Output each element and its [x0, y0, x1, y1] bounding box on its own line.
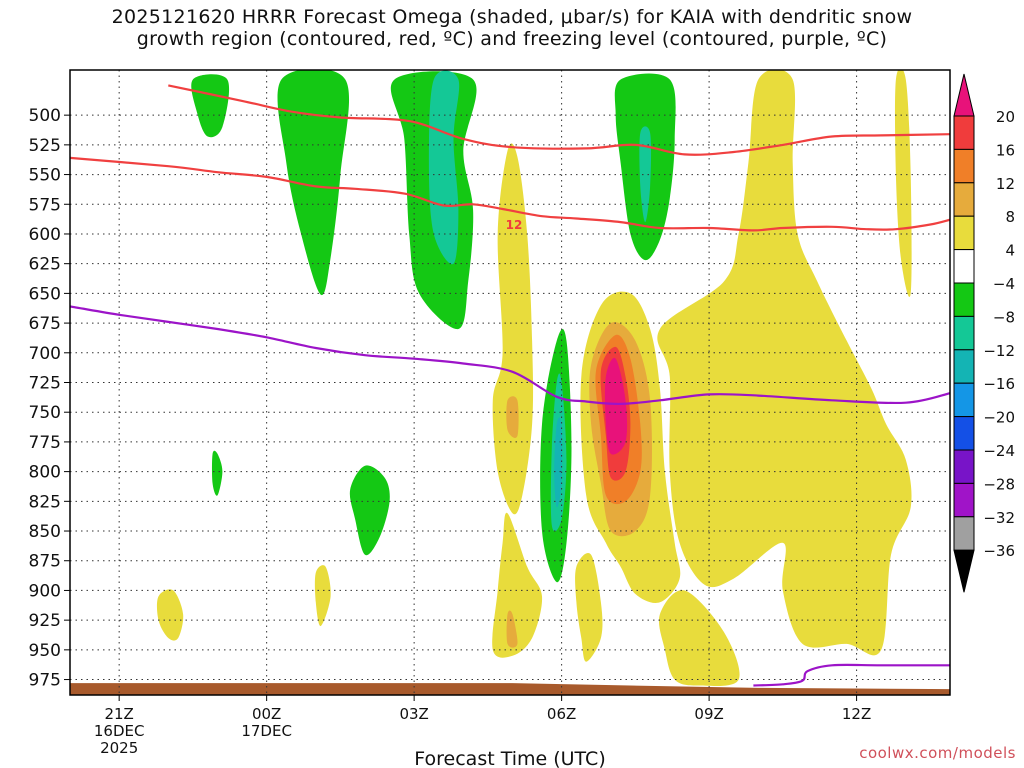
x-tick-label: 00Z	[252, 705, 281, 723]
y-tick-label: 525	[29, 136, 61, 156]
omega-region-11	[894, 70, 912, 297]
x-tick-label: 21Z	[104, 705, 133, 723]
x-tick-label: 06Z	[547, 705, 576, 723]
y-tick-label: 775	[29, 433, 61, 453]
colorbar-band	[953, 416, 975, 451]
colorbar-band	[953, 349, 975, 384]
y-tick-label: 600	[29, 225, 61, 245]
y-tick-label: 675	[29, 314, 61, 334]
colorbar-label: 20	[996, 108, 1015, 126]
colorbar-label: 16	[996, 141, 1015, 159]
omega-region-25	[314, 565, 331, 627]
omega-region-13	[657, 70, 912, 656]
watermark: coolwx.com/models	[859, 744, 1016, 762]
y-axis: 500 525 550 575 600 625 650 675 700 725 750 775 800 8…	[29, 106, 70, 691]
colorbar-band	[953, 516, 975, 551]
colorbar-band	[953, 215, 975, 251]
omega-region-21	[658, 590, 740, 686]
x-tick-label: 09Z	[694, 705, 723, 723]
y-tick-label: 825	[29, 492, 61, 512]
y-tick-label: 550	[29, 166, 61, 186]
y-tick-label: 750	[29, 403, 61, 423]
y-tick-label: 875	[29, 552, 61, 572]
x-tick-sublabel: 17DEC	[241, 722, 292, 740]
y-tick-label: 800	[29, 463, 61, 483]
y-tick-label: 725	[29, 374, 61, 394]
colorbar-band	[953, 182, 975, 217]
omega-region-3	[428, 70, 460, 265]
omega-region-23	[506, 610, 518, 648]
contour-label: 12	[506, 218, 523, 232]
chart-title: 2025121620 HRRR Forecast Omega (shaded, …	[0, 6, 1024, 50]
colorbar-arrow-top	[953, 73, 975, 117]
omega-region-0	[191, 74, 230, 138]
colorbar-band	[953, 482, 975, 518]
colorbar-label: 4	[1005, 242, 1015, 260]
y-tick-label: 975	[29, 671, 61, 691]
chart-title-line2: growth region (contoured, red, ºC) and f…	[136, 28, 888, 50]
x-tick-label: 03Z	[399, 705, 428, 723]
colorbar: 20 16 12 8 4 −4 −8 −12 −16 −20 −24 −28 −32 −36	[953, 73, 1015, 593]
omega-region-1	[277, 70, 350, 295]
x-tick-sublabel: 16DEC	[94, 722, 145, 740]
terrain	[70, 683, 950, 695]
omega-region-12	[492, 143, 534, 515]
y-tick-label: 950	[29, 641, 61, 661]
omega-region-24	[156, 589, 184, 641]
omega-region-10	[212, 450, 223, 496]
colorbar-label: −24	[983, 442, 1015, 460]
omega-region-9	[349, 465, 390, 556]
colorbar-label: −28	[983, 475, 1015, 493]
omega-region-20	[575, 552, 603, 662]
colorbar-label: −32	[983, 509, 1015, 527]
colorbar-label: −16	[983, 375, 1015, 393]
x-tick-label: 12Z	[842, 705, 871, 723]
freezing-level-purple	[70, 305, 950, 406]
colorbar-label: −36	[983, 542, 1015, 560]
colorbar-label: 8	[1005, 208, 1015, 226]
y-tick-label: 575	[29, 195, 61, 215]
y-tick-label: 925	[29, 611, 61, 631]
colorbar-band	[953, 315, 975, 351]
y-tick-label: 700	[29, 344, 61, 364]
y-tick-label: 900	[29, 581, 61, 601]
x-axis-label: Forecast Time (UTC)	[414, 748, 605, 768]
chart-title-line1: 2025121620 HRRR Forecast Omega (shaded, …	[111, 6, 913, 28]
terrain-layer	[70, 683, 950, 695]
colorbar-band	[953, 282, 975, 317]
colorbar-band	[953, 249, 975, 284]
colorbar-band	[953, 148, 975, 184]
grid-layer	[70, 70, 950, 695]
contour-layer	[70, 84, 950, 687]
colorbar-label: −8	[993, 308, 1015, 326]
colorbar-band	[953, 382, 975, 418]
colorbar-label: −4	[993, 275, 1015, 293]
y-tick-label: 625	[29, 255, 61, 275]
y-tick-label: 850	[29, 522, 61, 542]
colorbar-label: −12	[983, 342, 1015, 360]
colorbar-arrow-bottom	[953, 549, 975, 593]
freezing-level-surface-purple	[753, 663, 950, 687]
omega-region-8	[554, 417, 563, 508]
colorbar-band	[953, 449, 975, 484]
colorbar-label: 12	[996, 175, 1015, 193]
y-tick-label: 650	[29, 284, 61, 304]
omega-region-5	[639, 126, 652, 223]
dgz-top-red	[168, 84, 950, 156]
x-tick-sublabel: 2025	[100, 739, 138, 757]
y-tick-label: 500	[29, 106, 61, 126]
colorbar-band	[953, 115, 975, 150]
omega-region-19	[492, 512, 543, 658]
omega-region-22	[506, 396, 519, 439]
colorbar-label: −20	[983, 409, 1015, 427]
dgz-bottom-red	[70, 156, 950, 232]
